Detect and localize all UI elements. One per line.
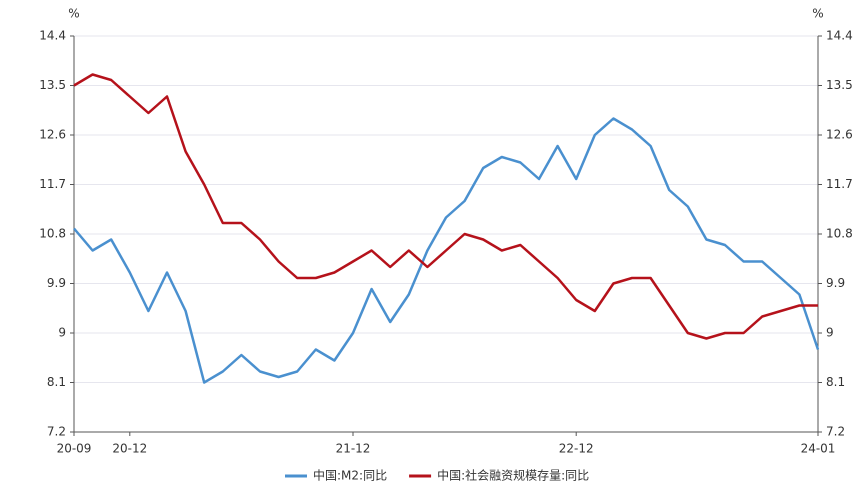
y-tick-label: 7.2 bbox=[47, 425, 66, 439]
y2-tick-label: 9 bbox=[826, 326, 834, 340]
y2-tick-label: 7.2 bbox=[826, 425, 845, 439]
series-line bbox=[73, 117, 820, 384]
y2-tick-label: 14.4 bbox=[826, 29, 853, 43]
legend-label: 中国:M2:同比 bbox=[313, 468, 387, 483]
y2-tick-label: 9.9 bbox=[826, 276, 845, 290]
series-line bbox=[73, 73, 818, 340]
legend-label: 中国:社会融资规模存量:同比 bbox=[437, 468, 589, 483]
x-tick-label: 20-12 bbox=[112, 442, 147, 456]
y-tick-label: 11.7 bbox=[39, 177, 66, 191]
y-tick-label: 10.8 bbox=[39, 227, 66, 241]
y-tick-label: 14.4 bbox=[39, 29, 66, 43]
y-tick-label: 13.5 bbox=[39, 78, 66, 92]
x-tick-label: 24-01 bbox=[801, 442, 836, 456]
y2-tick-label: 13.5 bbox=[826, 78, 853, 92]
y-tick-label: 12.6 bbox=[39, 128, 66, 142]
x-tick-label: 22-12 bbox=[559, 442, 594, 456]
x-tick-label: 21-12 bbox=[336, 442, 371, 456]
y2-tick-label: 11.7 bbox=[826, 177, 853, 191]
y2-unit: % bbox=[812, 7, 823, 21]
y-unit: % bbox=[68, 7, 79, 21]
y2-tick-label: 12.6 bbox=[826, 128, 853, 142]
y2-tick-label: 10.8 bbox=[826, 227, 853, 241]
y-tick-label: 8.1 bbox=[47, 375, 66, 389]
y2-tick-label: 8.1 bbox=[826, 375, 845, 389]
y-tick-label: 9 bbox=[58, 326, 66, 340]
x-tick-label: 20-09 bbox=[57, 442, 92, 456]
y-tick-label: 9.9 bbox=[47, 276, 66, 290]
